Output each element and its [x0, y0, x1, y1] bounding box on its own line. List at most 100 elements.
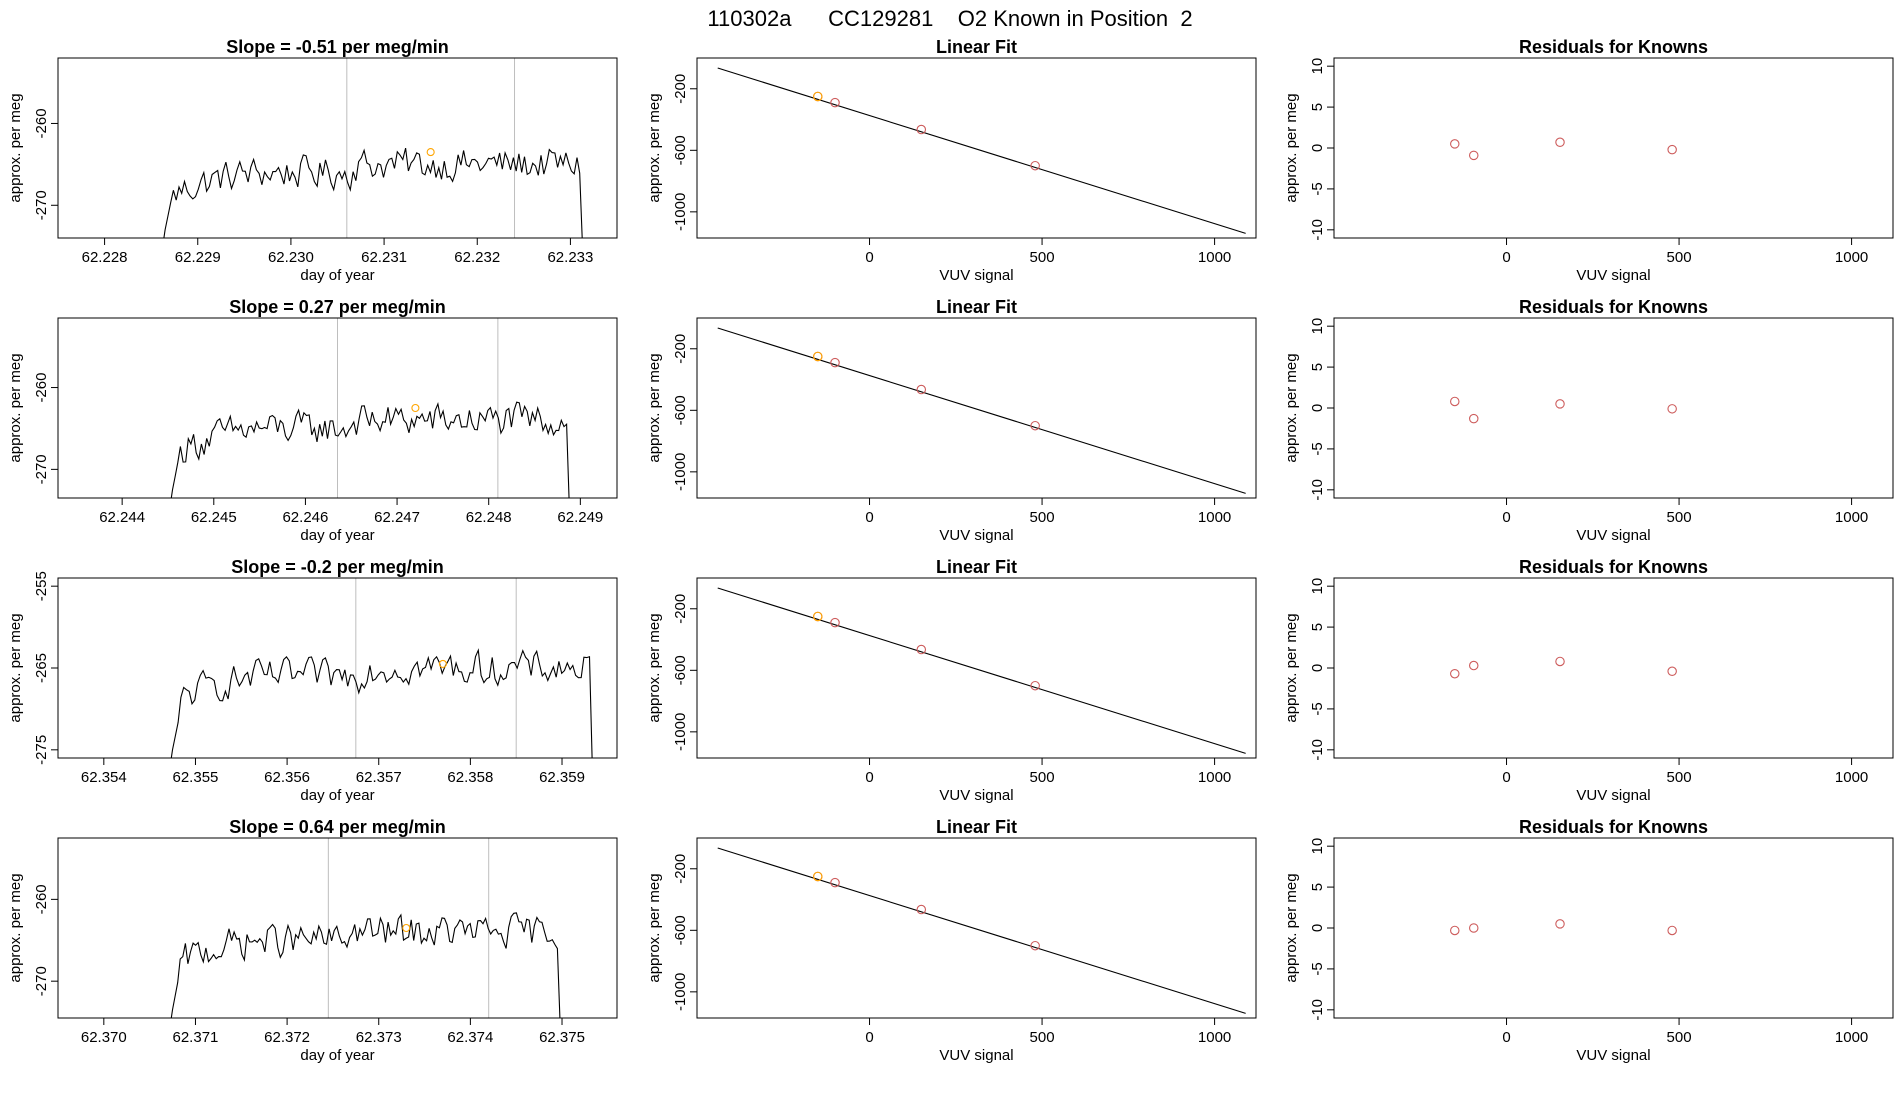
- row4-time-series-x-tick-label: 62.370: [81, 1029, 127, 1046]
- row4-residuals-x-axis-label: VUV signal: [1576, 1047, 1650, 1064]
- row4-linear-fit-x-axis-label: VUV signal: [939, 1047, 1013, 1064]
- row1-time-series-x-tick-label: 62.229: [175, 249, 221, 266]
- row1-linear-fit-x-tick-label: 1000: [1198, 249, 1231, 266]
- row3-linear-fit-plot-frame: [696, 577, 1257, 759]
- row3-time-series-x-tick-label: 62.358: [447, 769, 493, 786]
- row2-time-series-y-tick-label: -270: [33, 454, 50, 484]
- row1-time-series-series-line: [163, 147, 583, 238]
- row1-residuals-y-tick-label: 0: [1309, 144, 1326, 152]
- row2-residuals-point: [1555, 399, 1565, 409]
- row4-residuals-y-tick-label: 10: [1309, 838, 1326, 855]
- row1-time-series-x-tick-label: 62.231: [361, 249, 407, 266]
- row3-residuals-panel: Residuals for Knowns 0 500 1000 -10 -5 0 5 10 VUV…: [1283, 557, 1894, 804]
- row1-linear-fit-panel: Linear Fit 0 500 1000 -200 -600 -1000 VUV signa…: [646, 37, 1257, 284]
- row1-time-series-panel: Slope = -0.51 per meg/min 62.228 62.229 62.…: [7, 37, 618, 284]
- row1-residuals-x-tick-label: 0: [1502, 249, 1510, 266]
- row3-residuals-x-tick-label: 1000: [1835, 769, 1868, 786]
- row1-linear-fit-point: [830, 97, 840, 108]
- row4-residuals-plot-frame: [1333, 837, 1894, 1019]
- row4-linear-fit-panel: Linear Fit 0 500 1000 -200 -600 -1000 VUV signa…: [646, 817, 1257, 1064]
- row1-linear-fit-highlight-point: [813, 91, 823, 102]
- row2-residuals-y-tick-label: 5: [1309, 363, 1326, 371]
- row2-residuals-x-axis-label: VUV signal: [1576, 527, 1650, 544]
- row3-residuals-y-tick-label: -10: [1309, 739, 1326, 761]
- row3-residuals-y-tick-label: -5: [1309, 702, 1326, 715]
- row1-residuals-point: [1450, 139, 1460, 149]
- row3-time-series-y-tick-label: -265: [33, 653, 50, 683]
- row4-residuals-y-axis-label: approx. per meg: [1283, 873, 1300, 982]
- row1-time-series-y-axis-label: approx. per meg: [7, 93, 24, 202]
- row3-residuals-plot-frame: [1333, 577, 1894, 759]
- row1-linear-fit-x-tick-label: 500: [1030, 249, 1055, 266]
- row1-residuals-point: [1469, 150, 1479, 161]
- row4-residuals-point: [1667, 925, 1677, 936]
- row1-time-series-y-tick-label: -270: [33, 190, 50, 220]
- row3-time-series-y-axis-label: approx. per meg: [7, 613, 24, 722]
- row4-time-series-x-tick-label: 62.373: [356, 1029, 402, 1046]
- row1-linear-fit-point: [916, 124, 927, 135]
- row3-linear-fit-fit-line: [717, 587, 1246, 754]
- row2-linear-fit-fit-line: [717, 327, 1246, 494]
- row4-time-series-x-axis-label: day of year: [300, 1047, 374, 1064]
- row1-residuals-y-tick-label: 5: [1309, 103, 1326, 111]
- row1-residuals-y-tick-label: 10: [1309, 58, 1326, 75]
- row2-linear-fit-point: [830, 357, 840, 368]
- row2-linear-fit-highlight-point: [813, 351, 823, 362]
- row4-linear-fit-y-tick-label: -200: [672, 854, 689, 884]
- row2-linear-fit-y-axis-label: approx. per meg: [646, 353, 663, 462]
- row4-time-series-y-tick-label: -270: [33, 966, 50, 996]
- row4-time-series-x-tick-label: 62.372: [264, 1029, 310, 1046]
- row3-residuals-x-axis-label: VUV signal: [1576, 787, 1650, 804]
- row2-residuals-x-tick-label: 0: [1502, 509, 1510, 526]
- row1-residuals-x-tick-label: 500: [1667, 249, 1692, 266]
- row4-residuals-x-tick-label: 0: [1502, 1029, 1510, 1046]
- row4-linear-fit-point: [916, 904, 927, 915]
- row1-time-series-x-tick-label: 62.228: [82, 249, 128, 266]
- row4-linear-fit-x-tick-label: 500: [1030, 1029, 1055, 1046]
- row1-residuals-point: [1555, 137, 1565, 148]
- row2-time-series-plot-frame: [57, 317, 618, 499]
- row1-residuals-point: [1667, 144, 1677, 155]
- row4-linear-fit-y-tick-label: -600: [672, 915, 689, 945]
- main-title: 110302a CC129281 O2 Known in Position 2: [707, 6, 1192, 31]
- row3-time-series-x-tick-label: 62.355: [173, 769, 219, 786]
- row4-residuals-title: Residuals for Knowns: [1519, 817, 1708, 837]
- row4-linear-fit-x-tick-label: 0: [865, 1029, 873, 1046]
- row4-linear-fit-plot-frame: [696, 837, 1257, 1019]
- row3-linear-fit-x-axis-label: VUV signal: [939, 787, 1013, 804]
- row3-linear-fit-y-axis-label: approx. per meg: [646, 613, 663, 722]
- row1-linear-fit-plot-frame: [696, 57, 1257, 239]
- row3-linear-fit-x-tick-label: 1000: [1198, 769, 1231, 786]
- row2-time-series-x-tick-label: 62.245: [191, 509, 237, 526]
- row2-residuals-y-tick-label: 0: [1309, 404, 1326, 412]
- row2-linear-fit-x-axis-label: VUV signal: [939, 527, 1013, 544]
- row3-residuals-x-tick-label: 500: [1667, 769, 1692, 786]
- row4-time-series-panel: Slope = 0.64 per meg/min 62.370 62.371 62.3…: [7, 817, 618, 1064]
- row2-time-series-y-axis-label: approx. per meg: [7, 353, 24, 462]
- row2-linear-fit-x-tick-label: 500: [1030, 509, 1055, 526]
- row4-residuals-y-tick-label: -10: [1309, 999, 1326, 1021]
- row1-residuals-y-tick-label: -10: [1309, 219, 1326, 241]
- row1-linear-fit-title: Linear Fit: [936, 37, 1017, 57]
- row1-residuals-panel: Residuals for Knowns 0 500 1000 -10 -5 0 5 10 VUV…: [1283, 37, 1894, 284]
- row4-linear-fit-x-tick-label: 1000: [1198, 1029, 1231, 1046]
- row4-linear-fit-point: [1030, 940, 1040, 951]
- row2-linear-fit-plot-frame: [696, 317, 1257, 499]
- row2-residuals-x-tick-label: 500: [1667, 509, 1692, 526]
- row2-linear-fit-x-tick-label: 1000: [1198, 509, 1231, 526]
- row1-time-series-x-tick-label: 62.230: [268, 249, 314, 266]
- row2-residuals-y-tick-label: 10: [1309, 318, 1326, 335]
- row3-linear-fit-y-tick-label: -200: [672, 594, 689, 624]
- row3-linear-fit-x-tick-label: 500: [1030, 769, 1055, 786]
- row2-linear-fit-y-tick-label: -1000: [672, 453, 689, 491]
- row2-residuals-y-tick-label: -10: [1309, 479, 1326, 501]
- row4-time-series-y-axis-label: approx. per meg: [7, 873, 24, 982]
- row3-time-series-y-tick-label: -255: [33, 571, 50, 601]
- row3-time-series-highlight-point: [438, 659, 447, 668]
- row4-time-series-x-tick-label: 62.371: [173, 1029, 219, 1046]
- row4-linear-fit-point: [830, 877, 840, 888]
- row3-residuals-x-tick-label: 0: [1502, 769, 1510, 786]
- row1-time-series-x-tick-label: 62.233: [547, 249, 593, 266]
- row3-time-series-y-tick-label: -275: [33, 735, 50, 765]
- row1-residuals-x-axis-label: VUV signal: [1576, 267, 1650, 284]
